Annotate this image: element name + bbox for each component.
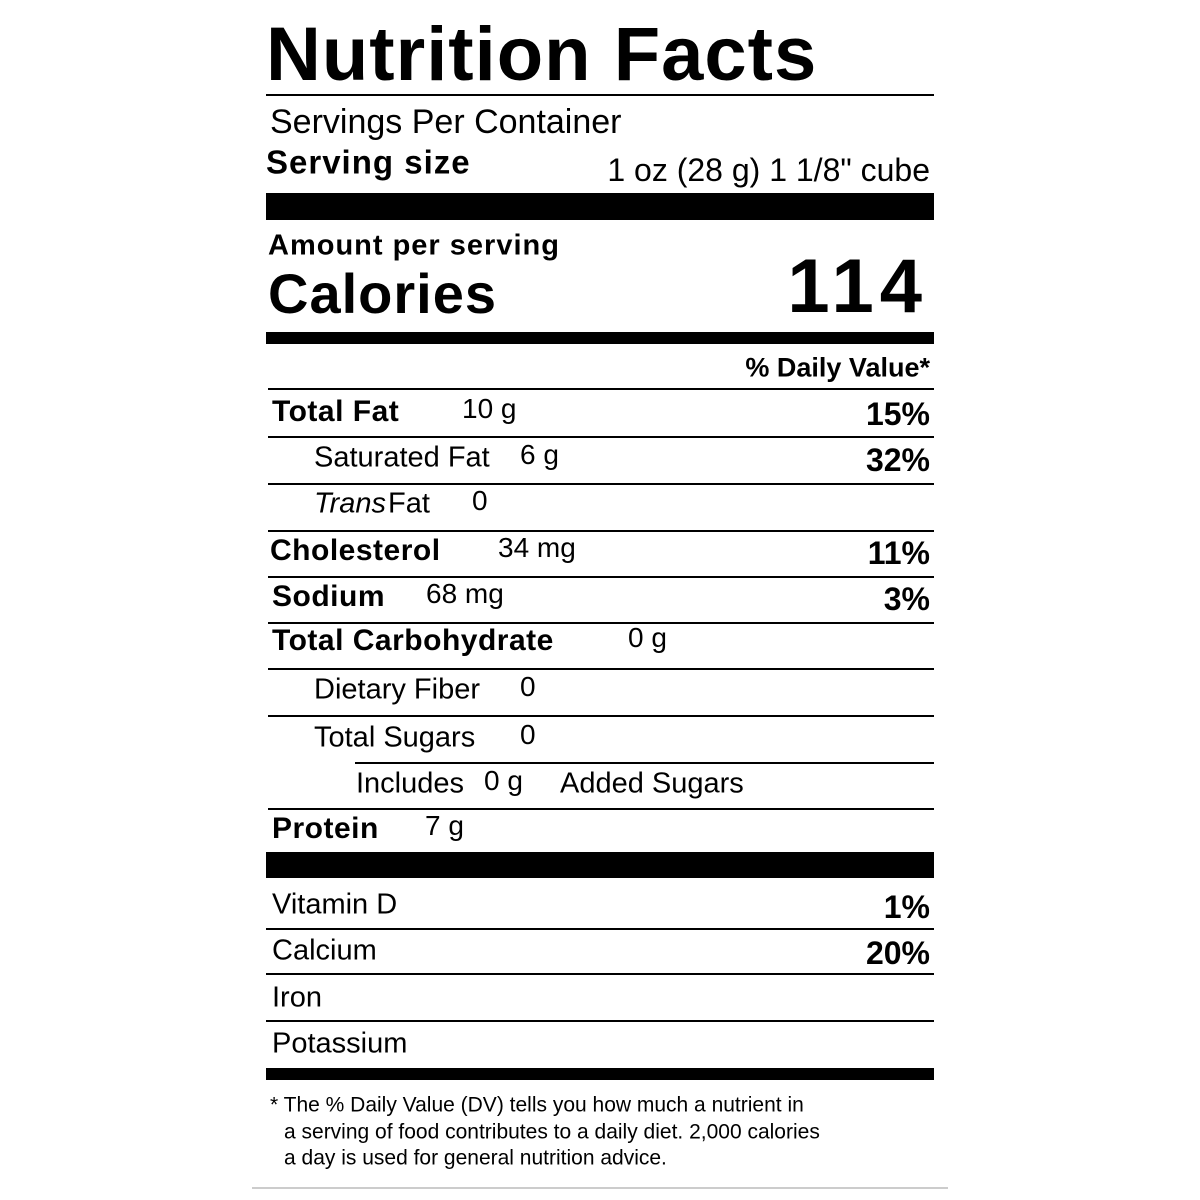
rule [268, 715, 934, 717]
vitamin-name: Potassium [272, 1027, 408, 1060]
nutrient-amount: 6 g [520, 439, 559, 470]
rule [268, 436, 934, 438]
daily-value: 15% [865, 396, 930, 432]
rule [266, 973, 934, 975]
rule [268, 668, 934, 670]
serving-size-label: Serving size [266, 143, 471, 181]
rule [266, 1020, 934, 1022]
nutrient-amount: 7 g [425, 810, 464, 841]
nutrient-amount: 68 mg [426, 578, 504, 609]
rule [355, 762, 934, 764]
nutrient-name-italic: Trans [314, 487, 386, 520]
nutrient-name: Saturated Fat [314, 441, 490, 474]
nutrient-name: Dietary Fiber [314, 673, 480, 706]
nutrient-name: Protein [272, 812, 379, 845]
rule [268, 483, 934, 485]
rule [268, 808, 934, 810]
nutrient-amount: 0 [472, 485, 488, 516]
servings-per-container: Servings Per Container [270, 103, 622, 141]
nutrient-suffix: Added Sugars [560, 767, 744, 800]
nutrient-amount: 34 mg [498, 532, 576, 563]
amount-per-serving: Amount per serving [268, 229, 560, 262]
thick-rule [266, 332, 934, 344]
vitamin-name: Calcium [272, 934, 377, 967]
daily-value: 32% [865, 442, 930, 478]
rule [268, 530, 934, 532]
rule [268, 388, 934, 390]
rule [268, 576, 934, 578]
daily-value: 3% [883, 581, 930, 617]
rule [268, 622, 934, 624]
serving-size-value: 1 oz (28 g) 1 1/8" cube [607, 152, 930, 188]
thick-rule [266, 193, 934, 220]
border [252, 1187, 948, 1189]
daily-value: 20% [865, 935, 930, 971]
nutrient-amount: 0 [520, 671, 536, 702]
nutrient-name: Total Carbohydrate [272, 624, 554, 657]
daily-value: 11% [867, 535, 930, 571]
vitamin-name: Vitamin D [272, 888, 398, 921]
rule [266, 928, 934, 930]
nutrient-name: Sodium [272, 580, 385, 613]
nutrient-amount: 10 g [462, 393, 517, 424]
nutrient-amount: 0 g [484, 765, 523, 796]
daily-value: 1% [883, 889, 930, 925]
thick-rule [266, 1068, 934, 1080]
footnote-line: * The % Daily Value (DV) tells you how m… [270, 1093, 804, 1117]
footnote-line: a day is used for general nutrition advi… [284, 1146, 667, 1170]
nutrient-name: Total Sugars [314, 721, 476, 754]
daily-value-header: % Daily Value* [745, 352, 930, 383]
footnote-line: a serving of food contributes to a daily… [284, 1120, 820, 1144]
nutrient-name: Total Fat [272, 395, 400, 428]
calories-value: 114 [787, 244, 928, 329]
nutrient-name: Cholesterol [270, 534, 441, 567]
title: Nutrition Facts [266, 12, 818, 97]
nutrient-name: Includes [356, 767, 465, 800]
calories-label: Calories [268, 262, 497, 325]
rule [266, 94, 934, 96]
vitamin-name: Iron [272, 981, 322, 1014]
thick-rule [266, 852, 934, 878]
nutrient-amount: 0 [520, 719, 536, 750]
nutrient-amount: 0 g [628, 622, 667, 653]
nutrient-name: Fat [388, 487, 430, 520]
